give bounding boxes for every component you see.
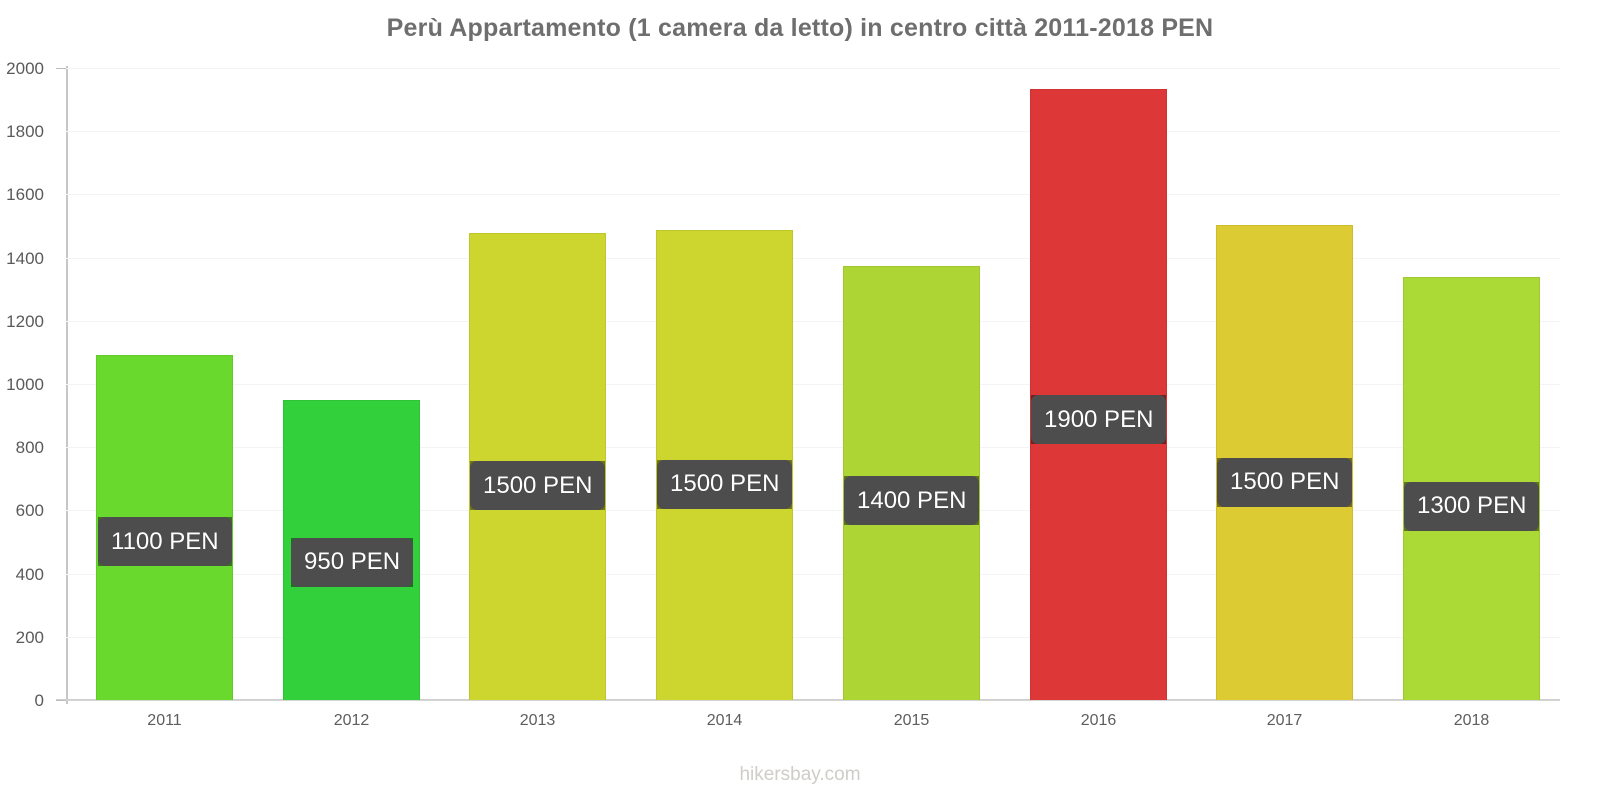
y-tick-label: 2000 <box>6 59 44 78</box>
y-tick-label: 1400 <box>6 248 44 268</box>
value-label-2017: 1500 PEN <box>1217 457 1353 507</box>
y-tick-label: 1200 <box>6 311 44 331</box>
y-tick-label: 1000 <box>6 375 44 394</box>
gridline <box>66 320 1560 322</box>
y-tick-label: 800 <box>15 438 44 458</box>
x-tick-label-2015: 2015 <box>893 712 930 729</box>
y-tick-label: 200 <box>15 627 44 647</box>
gridline <box>66 510 1560 512</box>
value-label-2011: 1100 PEN <box>98 517 232 567</box>
x-axis-line <box>56 699 1560 700</box>
value-label-text: 1400 PEN <box>857 486 967 514</box>
x-tick-label-2011: 2011 <box>147 712 182 729</box>
value-label-text: 1500 PEN <box>483 471 593 499</box>
value-label-2016: 1900 PEN <box>1031 395 1167 445</box>
gridline <box>66 194 1560 196</box>
value-label-text: 1500 PEN <box>1230 468 1340 496</box>
x-tick-label-2017: 2017 <box>1266 712 1303 729</box>
gridline <box>66 257 1560 259</box>
y-tick-label: 400 <box>15 564 44 584</box>
x-tick-label-2014: 2014 <box>706 712 743 729</box>
value-label-2013: 1500 PEN <box>470 461 606 511</box>
y-tick-mark <box>56 700 66 701</box>
value-label-text: 950 PEN <box>304 548 401 576</box>
plot-area <box>66 68 1560 700</box>
y-tick-label: 1800 <box>6 122 44 142</box>
value-label-2018: 1300 PEN <box>1404 481 1540 531</box>
gridline <box>66 636 1560 638</box>
value-label-text: 1300 PEN <box>1417 492 1527 519</box>
value-label-2014: 1500 PEN <box>657 459 793 509</box>
gridline <box>66 447 1560 449</box>
y-tick-label: 600 <box>15 501 44 521</box>
footer-credit: hikersbay.com <box>739 764 861 785</box>
gridline <box>66 68 1560 69</box>
chart-title: Perù Appartamento (1 camera da letto) in… <box>386 14 1214 42</box>
y-axis-line <box>66 66 68 704</box>
y-tick-label: 1600 <box>6 185 44 205</box>
gridline <box>66 131 1560 133</box>
value-label-2015: 1400 PEN <box>844 476 980 526</box>
x-tick-label-2012: 2012 <box>333 712 370 729</box>
gridline <box>66 384 1560 385</box>
value-label-2012: 950 PEN <box>291 537 414 587</box>
value-label-text: 1100 PEN <box>111 527 219 555</box>
value-label-text: 1900 PEN <box>1044 405 1154 433</box>
x-tick-label-2018: 2018 <box>1453 712 1490 729</box>
y-tick-mark <box>56 68 66 69</box>
bar-2016[interactable] <box>1030 89 1167 700</box>
gridline <box>66 573 1560 575</box>
x-tick-label-2016: 2016 <box>1080 712 1117 729</box>
y-tick-label: 0 <box>34 691 44 710</box>
x-tick-label-2013: 2013 <box>519 712 556 729</box>
value-label-text: 1500 PEN <box>670 470 780 498</box>
gridline <box>66 700 1560 701</box>
